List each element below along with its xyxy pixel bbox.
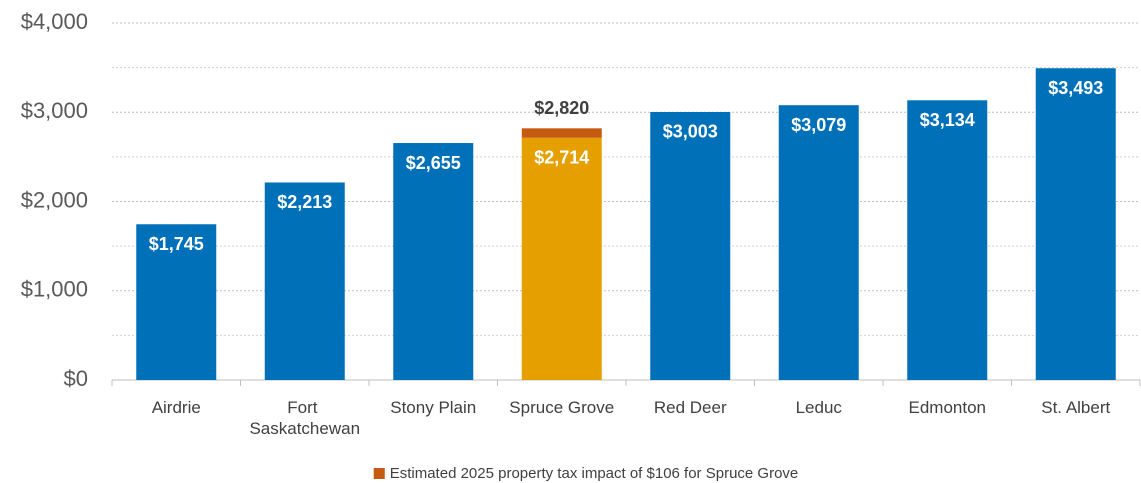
y-tick-label: $2,000 [21,187,88,212]
bar [136,224,217,380]
value-label: $3,134 [920,110,975,130]
bar [907,100,988,380]
y-tick-label: $3,000 [21,98,88,123]
value-label: $3,493 [1048,78,1103,98]
total-label: $2,820 [534,98,589,118]
bar [1035,68,1116,380]
value-label: $2,213 [277,192,332,212]
legend-label: Estimated 2025 property tax impact of $1… [390,465,799,482]
y-tick-label: $1,000 [21,277,88,302]
x-tick-label: St. Albert [1041,398,1110,417]
x-tick-label: Fort Saskatchewan [249,398,360,438]
bar [393,143,474,380]
y-tick-label: $4,000 [21,9,88,34]
x-tick-label: Spruce Grove [509,398,614,417]
x-tick-label: Edmonton [909,398,987,417]
x-tick-label: Leduc [796,398,843,417]
value-label: $1,745 [149,234,204,254]
bar [778,105,859,380]
x-tick-label: Red Deer [654,398,727,417]
bar [264,182,345,380]
value-label: $3,003 [663,122,718,142]
bar [521,137,602,380]
x-tick-label: Stony Plain [390,398,476,417]
value-label: $3,079 [791,115,846,135]
bar [521,128,602,138]
legend-swatch [373,468,385,479]
y-tick-label: $0 [64,366,88,391]
value-label: $2,655 [406,153,461,173]
value-label: $2,714 [534,148,589,168]
x-tick-label: Airdrie [152,398,201,417]
bar [650,111,731,381]
